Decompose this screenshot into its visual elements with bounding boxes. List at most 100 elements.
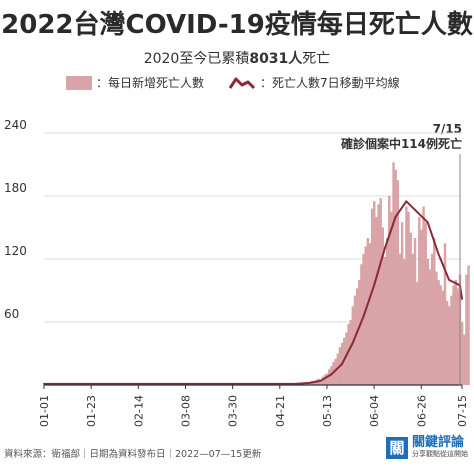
- x-tick-label: 06-26: [415, 395, 428, 427]
- daily-death-bar: [345, 332, 348, 385]
- daily-death-bar: [415, 282, 419, 385]
- daily-death-bar: [394, 169, 397, 385]
- legend-line-swatch: [228, 77, 256, 89]
- daily-death-bar: [411, 253, 415, 385]
- daily-death-bar: [454, 280, 457, 385]
- daily-death-bar: [319, 379, 322, 385]
- daily-death-bar: [373, 201, 376, 385]
- chart-title: 2022台灣COVID-19疫情每日死亡人數: [1, 10, 473, 40]
- daily-death-bar: [418, 217, 421, 385]
- daily-death-bar: [368, 243, 372, 385]
- y-tick-label: 120: [4, 244, 27, 258]
- daily-death-bar: [437, 280, 440, 385]
- daily-death-bar: [403, 259, 406, 385]
- daily-death-bar: [308, 382, 312, 385]
- daily-death-bar: [413, 238, 417, 385]
- daily-death-bar: [456, 288, 460, 385]
- daily-death-bar: [460, 322, 464, 385]
- daily-death-bar: [426, 259, 430, 385]
- daily-death-bar: [409, 232, 412, 385]
- daily-death-bar: [351, 306, 355, 385]
- daily-death-bar: [349, 319, 352, 385]
- daily-death-bar: [364, 246, 367, 385]
- daily-death-bar: [379, 198, 382, 385]
- x-tick-label: 03-08: [179, 395, 192, 427]
- daily-death-bar: [420, 229, 423, 385]
- x-tick-label: 03-30: [227, 395, 240, 427]
- daily-death-bar: [328, 369, 331, 385]
- daily-death-bar: [392, 162, 395, 385]
- chart-axes: 60 120 180 240 01-01 01-23 02-14 03-08 03-30 04-2…: [4, 118, 469, 427]
- daily-death-bar: [334, 358, 337, 385]
- brand-slogan: 分享觀點從這開始: [412, 450, 468, 458]
- daily-death-bar: [443, 243, 447, 385]
- daily-death-bar: [448, 306, 451, 385]
- daily-death-bar: [323, 374, 327, 385]
- daily-death-bar: [321, 376, 325, 385]
- daily-death-bar: [325, 373, 329, 385]
- daily-death-bar: [347, 324, 350, 385]
- daily-death-bar: [445, 301, 449, 385]
- daily-death-bar: [313, 381, 316, 385]
- daily-death-bar: [370, 208, 374, 385]
- brand-name: 關鍵評論: [412, 435, 465, 450]
- daily-death-bar: [467, 265, 470, 385]
- y-tick-label: 60: [4, 307, 19, 321]
- daily-death-bar: [433, 238, 436, 385]
- source-footer: 資料來源：衛福部｜日期為資料發布日｜2022—07—15更新: [4, 449, 262, 460]
- legend-line-label: ：死亡人數7日移動平均線: [260, 76, 400, 90]
- daily-death-bar: [358, 280, 361, 385]
- daily-death-bar: [463, 334, 466, 385]
- legend-bar-swatch: [66, 75, 92, 90]
- daily-death-bar: [383, 256, 387, 385]
- daily-death-bar: [385, 238, 389, 385]
- daily-death-bar: [441, 290, 445, 385]
- subtitle-suffix: 死亡: [302, 51, 331, 67]
- chart-subtitle: 2020至今已累積8031人死亡: [0, 48, 474, 68]
- x-tick-label: 01-01: [38, 395, 51, 427]
- daily-death-bar: [362, 253, 365, 385]
- daily-death-bar: [407, 211, 410, 385]
- daily-death-bar: [450, 295, 453, 385]
- daily-death-bar: [430, 253, 434, 385]
- daily-death-bar: [400, 222, 404, 385]
- daily-death-bar: [355, 288, 359, 385]
- x-tick-label: 05-13: [321, 395, 334, 427]
- x-tick-label: 07-15: [456, 395, 469, 427]
- daily-death-bar: [388, 196, 391, 385]
- daily-death-bar: [398, 253, 402, 385]
- brand-logo-icon: 關: [386, 436, 408, 459]
- y-tick-label: 180: [4, 181, 27, 195]
- x-tick-label: 01-23: [85, 395, 98, 427]
- daily-death-bar: [360, 264, 363, 385]
- daily-death-bar: [366, 238, 370, 385]
- daily-death-bar: [465, 274, 468, 385]
- x-tick-label: 02-14: [132, 395, 145, 427]
- daily-death-bar: [375, 217, 378, 385]
- x-tick-label: 04-21: [274, 395, 287, 427]
- chart-legend: ：每日新增死亡人數 ：死亡人數7日移動平均線: [0, 74, 474, 94]
- daily-death-bar: [452, 285, 455, 385]
- daily-death-bar: [422, 206, 425, 385]
- annotation-text: 確診個案中114例死亡: [340, 137, 462, 151]
- daily-death-bar: [428, 269, 432, 385]
- legend-item-line: ：死亡人數7日移動平均線: [228, 74, 400, 91]
- subtitle-number: 8031人: [249, 51, 303, 67]
- daily-death-bar: [377, 204, 380, 385]
- daily-death-bar: [424, 222, 427, 385]
- brand-logo: 關 關鍵評論 分享觀點從這開始: [386, 436, 468, 459]
- subtitle-prefix: 2020至今已累積: [143, 51, 250, 67]
- legend-bar-label: ：每日新增死亡人數: [96, 76, 205, 90]
- legend-item-bars: ：每日新增死亡人數: [66, 74, 204, 91]
- daily-death-bar: [405, 206, 408, 385]
- daily-death-bar: [439, 285, 442, 385]
- daily-death-bar: [435, 271, 438, 385]
- daily-death-bar: [330, 366, 333, 385]
- x-tick-label: 06-04: [368, 395, 381, 427]
- daily-death-bar: [353, 295, 357, 385]
- daily-death-bar: [390, 211, 393, 385]
- daily-death-bar: [396, 180, 400, 385]
- moving-average-line: [43, 200, 463, 385]
- moving-average-series: [43, 200, 463, 385]
